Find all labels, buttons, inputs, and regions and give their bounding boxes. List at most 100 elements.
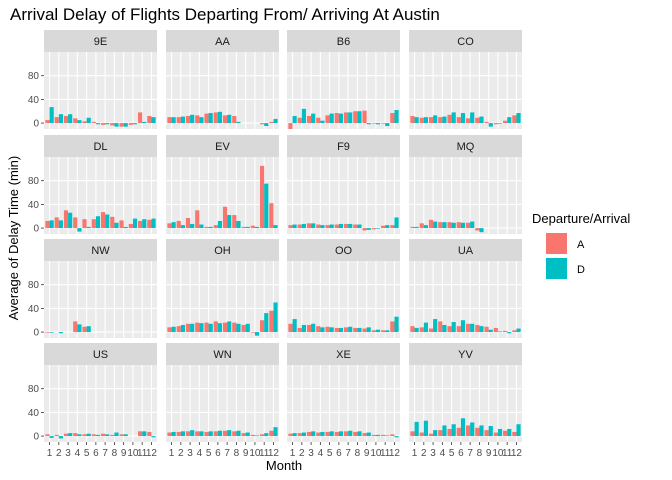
bar-A [410, 226, 415, 229]
y-tick-label: 80 [28, 280, 40, 291]
bar-A [260, 320, 265, 333]
facet-strip [44, 239, 157, 261]
bar-A [167, 327, 172, 333]
bar-D [77, 324, 82, 333]
y-tick-label: 40 [28, 95, 40, 106]
bar-A [167, 117, 172, 124]
x-tick-label: 9 [243, 448, 249, 459]
bar-A [195, 431, 200, 437]
bar-D [423, 225, 428, 229]
bar-D [217, 111, 223, 124]
x-tick-label: 6 [215, 448, 221, 459]
facet-strip [166, 30, 279, 52]
bar-A [91, 121, 96, 124]
bar-A [147, 431, 152, 437]
bar-D [217, 220, 223, 229]
bar-A [195, 210, 200, 229]
bar-A [185, 323, 191, 333]
bar-D [423, 420, 428, 437]
bar-D [394, 316, 399, 333]
bar-A [222, 206, 228, 229]
x-tick-label: 9 [121, 448, 127, 459]
bar-A [493, 123, 498, 125]
bar-D [105, 434, 110, 437]
bar-D [442, 222, 447, 229]
bar-A [493, 327, 498, 333]
bar-D [114, 432, 119, 437]
bar-A [410, 431, 415, 437]
bar-D [151, 218, 156, 229]
bar-A [306, 223, 312, 229]
x-tick-label: 6 [336, 448, 342, 459]
x-tick-label: 7 [224, 448, 230, 459]
bar-A [167, 432, 172, 437]
bar-A [512, 115, 517, 124]
bar-D [311, 223, 316, 229]
bar-D [132, 123, 138, 125]
bar-D [217, 430, 223, 437]
bar-D [273, 225, 278, 229]
bar-A [138, 112, 143, 124]
bar-D [264, 433, 269, 437]
bar-D [254, 332, 260, 336]
bar-A [503, 430, 508, 437]
x-tick-label: 9 [364, 448, 370, 459]
legend-title: Departure/Arrival [532, 211, 630, 226]
bar-D [357, 224, 362, 229]
bar-A [475, 228, 480, 231]
y-tick-label: 0 [33, 119, 39, 130]
bar-D [180, 116, 185, 124]
bar-D [348, 223, 353, 229]
bar-A [176, 220, 181, 229]
bar-A [100, 123, 106, 125]
x-tick-label: 7 [102, 448, 108, 459]
x-tick-label: 7 [467, 448, 473, 459]
bar-D [394, 217, 399, 229]
facet-strip [44, 135, 157, 157]
bar-D [58, 332, 63, 334]
bar-D [105, 214, 110, 229]
bar-D [171, 222, 176, 229]
bar-D [180, 225, 185, 229]
bar-A [241, 226, 246, 229]
bar-A [110, 216, 115, 229]
bar-A [334, 224, 339, 229]
bar-D [348, 112, 353, 124]
bar-A [232, 215, 237, 229]
bar-A [269, 203, 274, 229]
bar-A [325, 225, 330, 229]
bar-D [86, 326, 91, 333]
bar-A [91, 219, 96, 229]
x-tick-label: 11 [259, 448, 270, 459]
bar-A [428, 117, 434, 124]
bar-A [390, 434, 395, 437]
bar-D [507, 428, 512, 437]
bar-D [180, 431, 185, 437]
bar-D [105, 123, 110, 125]
bar-D [394, 436, 399, 438]
bar-D [236, 323, 241, 333]
bar-A [325, 115, 330, 124]
bar-A [438, 222, 443, 229]
bar-A [119, 123, 124, 127]
facet-panel: B6 [287, 30, 400, 129]
bar-D [95, 123, 101, 125]
bar-A [465, 118, 471, 124]
bar-A [176, 326, 181, 333]
bar-D [311, 113, 316, 124]
bar-A [222, 322, 228, 333]
x-tick-label: 4 [440, 448, 446, 459]
bar-A [297, 224, 302, 229]
bar-A [288, 225, 293, 229]
bar-A [232, 431, 237, 437]
bar-A [288, 123, 293, 129]
bar-A [260, 165, 265, 229]
bar-A [334, 431, 339, 437]
facet-label: NW [91, 245, 110, 257]
bar-D [423, 322, 428, 333]
bar-D [442, 116, 447, 124]
bar-D [86, 117, 91, 124]
facet-strip [44, 30, 157, 52]
bar-A [465, 323, 471, 333]
